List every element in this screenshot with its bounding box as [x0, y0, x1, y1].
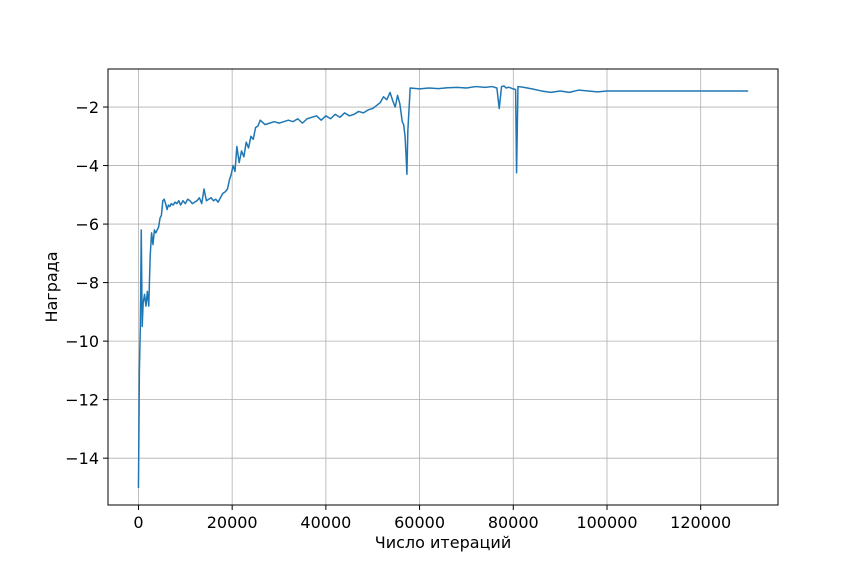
x-tick-label: 120000: [670, 513, 731, 532]
y-tick-label: −2: [75, 98, 99, 117]
y-tick-label: −6: [75, 215, 99, 234]
y-tick-label: −12: [65, 391, 99, 410]
plot-frame: [107, 68, 779, 506]
x-axis-label: Число итераций: [375, 533, 511, 552]
y-tick-label: −10: [65, 332, 99, 351]
y-tick-label: −4: [75, 157, 99, 176]
x-axis-ticks: 0 20000 40000 60000 80000 100000 120000: [133, 505, 731, 532]
x-gridlines: [138, 69, 702, 505]
y-axis-label: Награда: [42, 251, 61, 322]
x-tick-label: 0: [133, 513, 143, 532]
x-tick-label: 100000: [576, 513, 637, 532]
x-tick-label: 40000: [300, 513, 351, 532]
y-tick-label: −8: [75, 274, 99, 293]
y-gridlines: [108, 106, 778, 459]
plot-area-background: [108, 69, 778, 505]
x-tick-label: 80000: [488, 513, 539, 532]
x-tick-label: 60000: [394, 513, 445, 532]
y-axis-ticks: −2 −4 −6 −8 −10 −12 −14: [65, 98, 108, 468]
reward-series-line: [137, 85, 749, 489]
y-tick-label: −14: [65, 449, 99, 468]
x-tick-label: 20000: [207, 513, 258, 532]
